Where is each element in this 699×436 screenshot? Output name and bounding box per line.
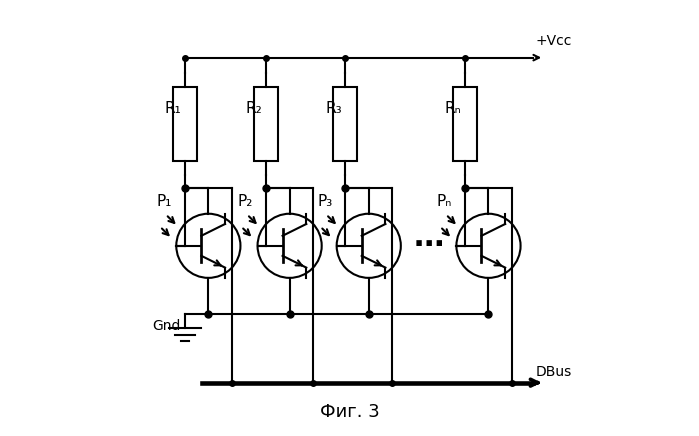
Bar — [254, 87, 278, 161]
Bar — [453, 87, 477, 161]
Text: P₃: P₃ — [317, 194, 333, 209]
Text: DBus: DBus — [535, 365, 572, 379]
Text: R₂: R₂ — [246, 102, 263, 116]
Text: P₁: P₁ — [157, 194, 172, 209]
Text: R₁: R₁ — [165, 102, 182, 116]
Text: Rₙ: Rₙ — [445, 102, 461, 116]
Text: Pₙ: Pₙ — [437, 194, 452, 209]
Text: +Vcc: +Vcc — [535, 34, 572, 48]
Text: R₃: R₃ — [325, 102, 342, 116]
Text: Gnd: Gnd — [152, 319, 180, 333]
Bar — [173, 87, 197, 161]
Text: ⋯: ⋯ — [413, 232, 444, 260]
Text: P₂: P₂ — [238, 194, 253, 209]
Bar — [333, 87, 357, 161]
Text: Фиг. 3: Фиг. 3 — [319, 403, 380, 421]
